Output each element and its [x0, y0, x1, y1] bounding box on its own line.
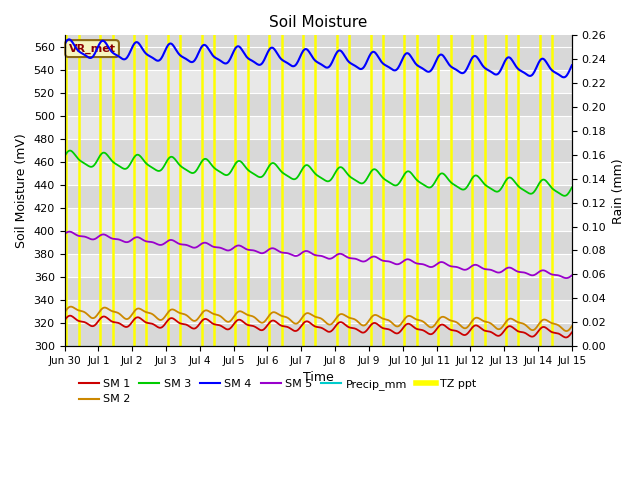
Bar [65, 70, 572, 93]
Bar [65, 208, 572, 231]
Bar [65, 300, 572, 323]
Title: Soil Moisture: Soil Moisture [269, 15, 367, 30]
Bar [65, 162, 572, 185]
Bar [65, 185, 572, 208]
Y-axis label: Soil Moisture (mV): Soil Moisture (mV) [15, 133, 28, 248]
Bar [65, 277, 572, 300]
Bar [65, 47, 572, 70]
Bar [65, 116, 572, 139]
Y-axis label: Rain (mm): Rain (mm) [612, 158, 625, 224]
Bar [65, 254, 572, 277]
Bar [65, 139, 572, 162]
Text: VR_met: VR_met [68, 44, 116, 54]
Bar [65, 231, 572, 254]
Bar [65, 323, 572, 346]
Bar [65, 93, 572, 116]
X-axis label: Time: Time [303, 372, 333, 384]
Legend: SM 1, SM 2, SM 3, SM 4, SM 5, Precip_mm, TZ ppt: SM 1, SM 2, SM 3, SM 4, SM 5, Precip_mm,… [74, 374, 481, 409]
